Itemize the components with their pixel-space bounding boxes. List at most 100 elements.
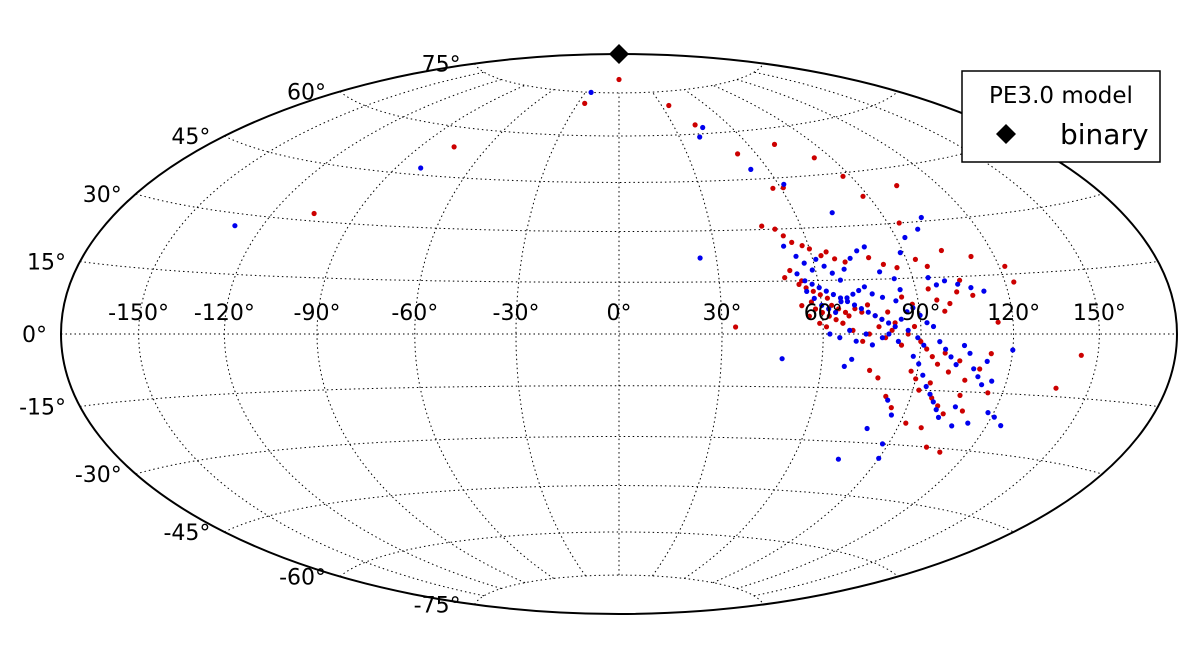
y-tick-label: 75°: [422, 53, 461, 78]
red-data-point: [860, 338, 866, 344]
blue-data-point: [232, 223, 238, 229]
red-data-point: [934, 297, 940, 303]
red-data-point: [823, 249, 829, 255]
red-data-point: [940, 411, 946, 417]
blue-data-point: [984, 358, 990, 364]
red-data-point: [908, 368, 914, 374]
blue-data-point: [910, 353, 916, 359]
red-data-point: [925, 286, 931, 292]
blue-data-point: [952, 404, 959, 410]
blue-data-point: [847, 255, 853, 261]
blue-data-point: [916, 361, 922, 367]
y-tick-label: 15°: [27, 251, 66, 276]
longitude-gridline: [138, 71, 485, 597]
red-data-point: [836, 306, 842, 312]
latitude-gridline: [135, 193, 1103, 232]
red-data-point: [817, 292, 823, 298]
blue-data-point: [898, 316, 904, 322]
blue-data-point: [847, 327, 853, 333]
red-data-point: [782, 275, 788, 281]
y-tick-label: 30°: [83, 183, 122, 208]
y-tick-label: -45°: [163, 521, 210, 546]
blue-data-point: [833, 309, 839, 315]
red-data-point: [959, 408, 966, 414]
blue-data-point: [781, 243, 787, 249]
blue-data-point: [856, 287, 862, 294]
red-data-point: [929, 354, 935, 360]
blue-data-point: [841, 363, 847, 369]
blue-data-point: [897, 287, 903, 293]
blue-data-point: [809, 267, 815, 273]
red-data-point: [842, 309, 849, 315]
data-points: [232, 76, 1084, 462]
blue-data-point: [841, 266, 847, 272]
red-data-point: [770, 185, 776, 191]
blue-data-point: [418, 165, 424, 171]
red-data-point: [934, 361, 941, 367]
blue-data-point: [989, 378, 995, 384]
red-data-point: [733, 324, 739, 330]
blue-data-point: [948, 354, 954, 360]
longitude-gridline: [316, 84, 526, 584]
blue-data-point: [850, 291, 856, 297]
latitude-gridline: [474, 63, 764, 94]
red-data-point: [771, 141, 778, 147]
blue-data-point: [879, 335, 886, 341]
blue-data-point: [902, 234, 908, 241]
x-tick-label: 0°: [607, 301, 632, 326]
blue-data-point: [823, 288, 829, 294]
blue-data-point: [877, 269, 883, 275]
red-data-point: [937, 449, 943, 455]
blue-data-point: [920, 372, 926, 378]
red-data-point: [1053, 385, 1059, 391]
y-tick-label: -75°: [414, 594, 461, 619]
red-data-point: [927, 380, 933, 386]
latitude-gridline: [79, 385, 1159, 407]
blue-data-point: [853, 338, 859, 344]
red-data-point: [666, 102, 672, 109]
legend-diamond-marker: [996, 124, 1016, 144]
blue-data-point: [802, 278, 808, 284]
blue-data-point: [933, 282, 940, 288]
blue-data-point: [985, 410, 991, 416]
blue-data-point: [879, 294, 886, 300]
blue-data-point: [921, 342, 927, 348]
red-data-point: [889, 327, 895, 333]
blue-data-point: [838, 299, 844, 305]
blue-data-point: [897, 250, 903, 256]
x-tick-label: -30°: [493, 301, 540, 326]
blue-data-point: [837, 277, 844, 283]
blue-data-point: [979, 382, 985, 388]
red-data-point: [1078, 352, 1084, 358]
y-tick-label: 45°: [171, 125, 210, 150]
blue-data-point: [830, 291, 837, 298]
blue-data-point: [904, 309, 910, 315]
blue-data-point: [819, 302, 825, 308]
y-tick-label: -60°: [279, 566, 326, 591]
red-data-point: [818, 253, 824, 259]
y-tick-label: 60°: [287, 81, 326, 106]
blue-data-point: [858, 306, 865, 312]
red-data-point: [811, 155, 817, 161]
red-data-point: [885, 309, 891, 315]
red-data-point: [1002, 263, 1008, 269]
blue-data-point: [1010, 347, 1016, 353]
x-tick-label: -60°: [391, 301, 438, 326]
red-data-point: [864, 302, 871, 308]
red-data-point: [806, 246, 813, 252]
latitude-gridline: [474, 574, 764, 605]
blue-data-point: [804, 288, 810, 294]
red-data-point: [772, 226, 778, 232]
red-data-point: [846, 313, 852, 319]
blue-data-point: [809, 281, 815, 287]
latitude-gridline: [135, 436, 1103, 475]
blue-data-point: [816, 285, 822, 291]
red-data-point: [912, 256, 919, 262]
blue-data-point: [869, 342, 876, 348]
blue-data-point: [968, 285, 974, 291]
blue-data-point: [967, 350, 973, 356]
blue-data-point: [891, 276, 897, 282]
red-data-point: [796, 281, 802, 287]
latitude-gridline: [339, 531, 899, 577]
